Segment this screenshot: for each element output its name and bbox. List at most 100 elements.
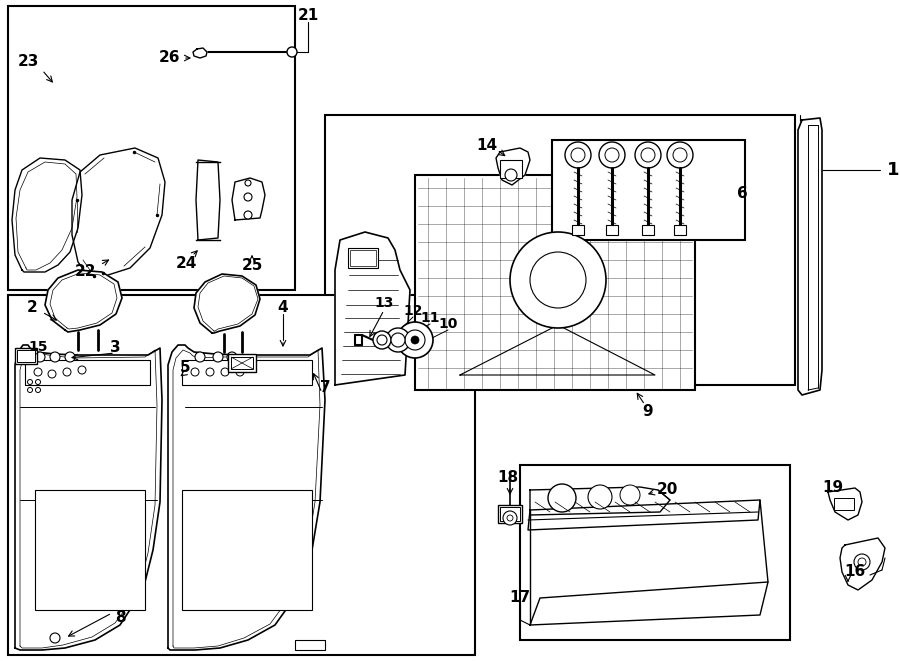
- Circle shape: [245, 180, 251, 186]
- Bar: [325, 115, 795, 385]
- Text: 23: 23: [17, 54, 39, 69]
- Circle shape: [244, 193, 252, 201]
- Bar: [606, 225, 618, 235]
- Circle shape: [599, 142, 625, 168]
- Bar: [500, 507, 520, 521]
- Text: 7: 7: [320, 379, 330, 395]
- Circle shape: [35, 352, 45, 362]
- Text: 2: 2: [27, 299, 38, 315]
- Circle shape: [236, 368, 244, 376]
- Bar: [834, 498, 854, 510]
- Polygon shape: [798, 118, 822, 395]
- Bar: [295, 640, 325, 650]
- Circle shape: [34, 368, 42, 376]
- Bar: [348, 248, 378, 268]
- Circle shape: [605, 148, 619, 162]
- Text: 18: 18: [498, 471, 518, 485]
- Bar: [552, 140, 745, 240]
- Text: 11: 11: [420, 311, 440, 325]
- Circle shape: [505, 169, 517, 181]
- Circle shape: [65, 352, 75, 362]
- Text: 4: 4: [278, 299, 288, 315]
- Bar: [17, 350, 35, 362]
- Circle shape: [641, 148, 655, 162]
- Bar: [228, 354, 256, 372]
- Circle shape: [530, 252, 586, 308]
- Polygon shape: [840, 538, 885, 590]
- Circle shape: [221, 368, 229, 376]
- Circle shape: [48, 370, 56, 378]
- Circle shape: [213, 352, 223, 362]
- Polygon shape: [496, 148, 530, 185]
- Circle shape: [63, 368, 71, 376]
- Text: 24: 24: [176, 256, 197, 270]
- Circle shape: [28, 379, 32, 385]
- Text: 20: 20: [656, 483, 678, 498]
- Bar: [25, 360, 150, 385]
- Text: 21: 21: [297, 7, 319, 22]
- Circle shape: [386, 328, 410, 352]
- Circle shape: [411, 336, 419, 344]
- Text: 19: 19: [823, 479, 843, 494]
- Text: 6: 6: [736, 186, 747, 200]
- Polygon shape: [232, 178, 265, 220]
- Text: 3: 3: [110, 340, 121, 354]
- Circle shape: [620, 485, 640, 505]
- Bar: [8, 6, 295, 290]
- Bar: [498, 505, 522, 523]
- Polygon shape: [194, 274, 260, 333]
- Text: 14: 14: [476, 137, 498, 153]
- Polygon shape: [335, 232, 410, 385]
- Circle shape: [635, 142, 661, 168]
- Polygon shape: [72, 148, 165, 278]
- Text: 1: 1: [886, 161, 899, 179]
- Polygon shape: [45, 270, 122, 332]
- Text: 16: 16: [844, 564, 866, 580]
- Polygon shape: [196, 160, 220, 240]
- Text: 25: 25: [241, 258, 263, 274]
- Circle shape: [78, 366, 86, 374]
- Polygon shape: [15, 345, 162, 650]
- Bar: [182, 490, 312, 610]
- Circle shape: [503, 511, 517, 525]
- Polygon shape: [530, 582, 768, 625]
- Bar: [572, 225, 584, 235]
- Circle shape: [673, 148, 687, 162]
- Text: 17: 17: [509, 590, 531, 605]
- Polygon shape: [193, 48, 207, 58]
- Bar: [35, 490, 145, 610]
- Circle shape: [510, 232, 606, 328]
- Circle shape: [287, 47, 297, 57]
- Circle shape: [588, 485, 612, 509]
- Bar: [674, 225, 686, 235]
- Bar: [350, 250, 376, 266]
- Circle shape: [391, 333, 405, 347]
- Circle shape: [667, 142, 693, 168]
- Circle shape: [227, 352, 237, 362]
- Text: 9: 9: [643, 405, 653, 420]
- Text: 5: 5: [180, 360, 190, 375]
- Bar: [520, 465, 790, 640]
- Polygon shape: [168, 345, 325, 650]
- Bar: [500, 160, 522, 178]
- Bar: [15, 348, 37, 364]
- Bar: [8, 295, 475, 655]
- Text: 13: 13: [374, 296, 393, 310]
- Circle shape: [405, 330, 425, 350]
- Circle shape: [571, 148, 585, 162]
- Circle shape: [191, 368, 199, 376]
- Bar: [642, 225, 654, 235]
- Polygon shape: [12, 158, 82, 272]
- Circle shape: [50, 352, 60, 362]
- Polygon shape: [828, 488, 862, 520]
- Circle shape: [195, 352, 205, 362]
- Circle shape: [206, 368, 214, 376]
- Bar: [231, 357, 253, 369]
- Text: 26: 26: [159, 50, 181, 65]
- Circle shape: [854, 554, 870, 570]
- Text: 22: 22: [74, 264, 95, 280]
- Polygon shape: [528, 500, 760, 530]
- Circle shape: [244, 211, 252, 219]
- Bar: [182, 360, 312, 385]
- Polygon shape: [530, 487, 670, 515]
